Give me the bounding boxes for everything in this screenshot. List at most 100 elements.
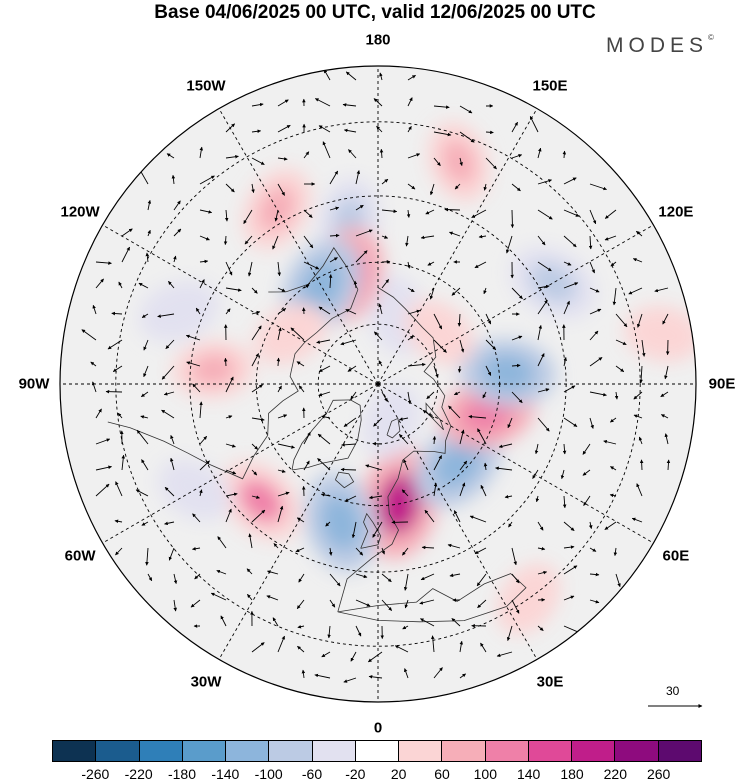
colorbar-tick-label: 100	[473, 766, 498, 782]
wind-vector	[454, 183, 461, 190]
wind-vector	[147, 573, 153, 582]
wind-vector	[469, 515, 487, 523]
wind-vector	[529, 115, 539, 133]
modes-logo: MODES©	[606, 33, 714, 58]
colorbar-tick-label: -20	[345, 766, 366, 782]
wind-vector	[373, 331, 383, 341]
wind-vector	[433, 131, 452, 137]
wind-vector	[118, 281, 123, 289]
wind-vector	[459, 460, 468, 471]
wind-vector	[121, 228, 133, 237]
wind-vector	[277, 469, 286, 473]
wind-vector	[95, 408, 102, 419]
wind-vector	[365, 464, 383, 471]
wind-vector	[381, 209, 398, 214]
wind-vector	[433, 105, 450, 109]
wind-vector	[277, 385, 282, 393]
wind-vector	[136, 429, 149, 445]
wind-vector	[161, 409, 175, 419]
wind-vector	[433, 455, 442, 471]
wind-vector	[329, 206, 340, 211]
wind-vector	[563, 282, 579, 289]
wind-vector	[347, 365, 357, 372]
wind-vector	[496, 651, 513, 658]
wind-vector	[272, 617, 279, 627]
wind-vector	[560, 469, 565, 480]
wind-vector	[604, 235, 617, 241]
wind-vector	[537, 388, 550, 393]
wind-vector	[329, 170, 339, 185]
wind-vector	[225, 123, 236, 133]
wind-vector	[353, 280, 358, 289]
wind-vector	[225, 443, 236, 448]
wind-vector	[615, 365, 625, 373]
wind-vector	[225, 287, 242, 292]
wind-vector	[355, 625, 362, 637]
wind-vector	[225, 492, 238, 497]
wind-vector	[277, 261, 282, 277]
coastline	[425, 402, 444, 431]
wind-vector	[343, 128, 357, 133]
wind-vector	[537, 521, 544, 531]
colorbar-tick-label: -220	[124, 766, 153, 782]
wind-vector	[589, 183, 607, 191]
wind-vector	[328, 274, 333, 289]
wind-vector	[164, 486, 175, 497]
wind-vector	[320, 493, 331, 497]
wind-vector	[135, 489, 149, 497]
wind-vector	[421, 545, 435, 550]
lon-label-120w: 120W	[60, 203, 100, 221]
wind-vector	[321, 415, 331, 419]
colorbar-swatch	[182, 741, 227, 761]
wind-vector	[277, 491, 290, 497]
wind-vector	[381, 599, 393, 611]
coastline	[107, 289, 359, 480]
wind-vector	[348, 149, 357, 159]
wind-vector	[631, 517, 643, 523]
wind-vector	[373, 417, 383, 427]
coastline	[337, 573, 527, 623]
wind-vector	[664, 365, 669, 380]
wind-vector	[563, 545, 575, 549]
wind-vector	[295, 547, 305, 553]
wind-vector	[483, 287, 487, 295]
wind-vector	[403, 668, 409, 679]
wind-vector	[636, 313, 643, 328]
wind-vector	[192, 513, 201, 523]
wind-vector	[163, 391, 175, 396]
wind-vector	[267, 570, 279, 575]
wind-vector	[351, 521, 357, 539]
lon-label-180: 180	[365, 31, 391, 49]
wind-vector	[610, 417, 617, 423]
wind-vector	[381, 573, 392, 583]
wind-vector	[660, 414, 669, 419]
wind-vector	[563, 261, 572, 266]
wind-vector	[381, 235, 389, 239]
wind-vector	[425, 209, 435, 215]
wind-vector	[342, 103, 357, 107]
wind-vector	[636, 230, 643, 237]
anomaly-core	[481, 354, 535, 392]
wind-vector	[224, 209, 229, 222]
wind-vector	[223, 235, 228, 245]
wind-vector	[615, 339, 627, 346]
colorbar-tick-label: -260	[81, 766, 110, 782]
wind-vector	[449, 573, 461, 578]
wind-vector	[483, 183, 487, 191]
wind-vector	[511, 363, 521, 368]
wind-vector	[429, 183, 435, 196]
meridian	[377, 383, 654, 544]
wind-vector	[316, 339, 331, 344]
anomaly-core	[258, 186, 296, 232]
anomaly-core	[529, 263, 577, 303]
wind-vector	[537, 235, 546, 246]
wind-vector	[604, 521, 617, 530]
wind-vector	[478, 234, 487, 239]
wind-vector	[251, 443, 259, 450]
wind-vector	[459, 339, 465, 353]
wind-vector	[95, 278, 104, 289]
wind-vector	[368, 651, 383, 663]
wind-vector	[251, 469, 258, 476]
wind-vector	[420, 573, 435, 581]
